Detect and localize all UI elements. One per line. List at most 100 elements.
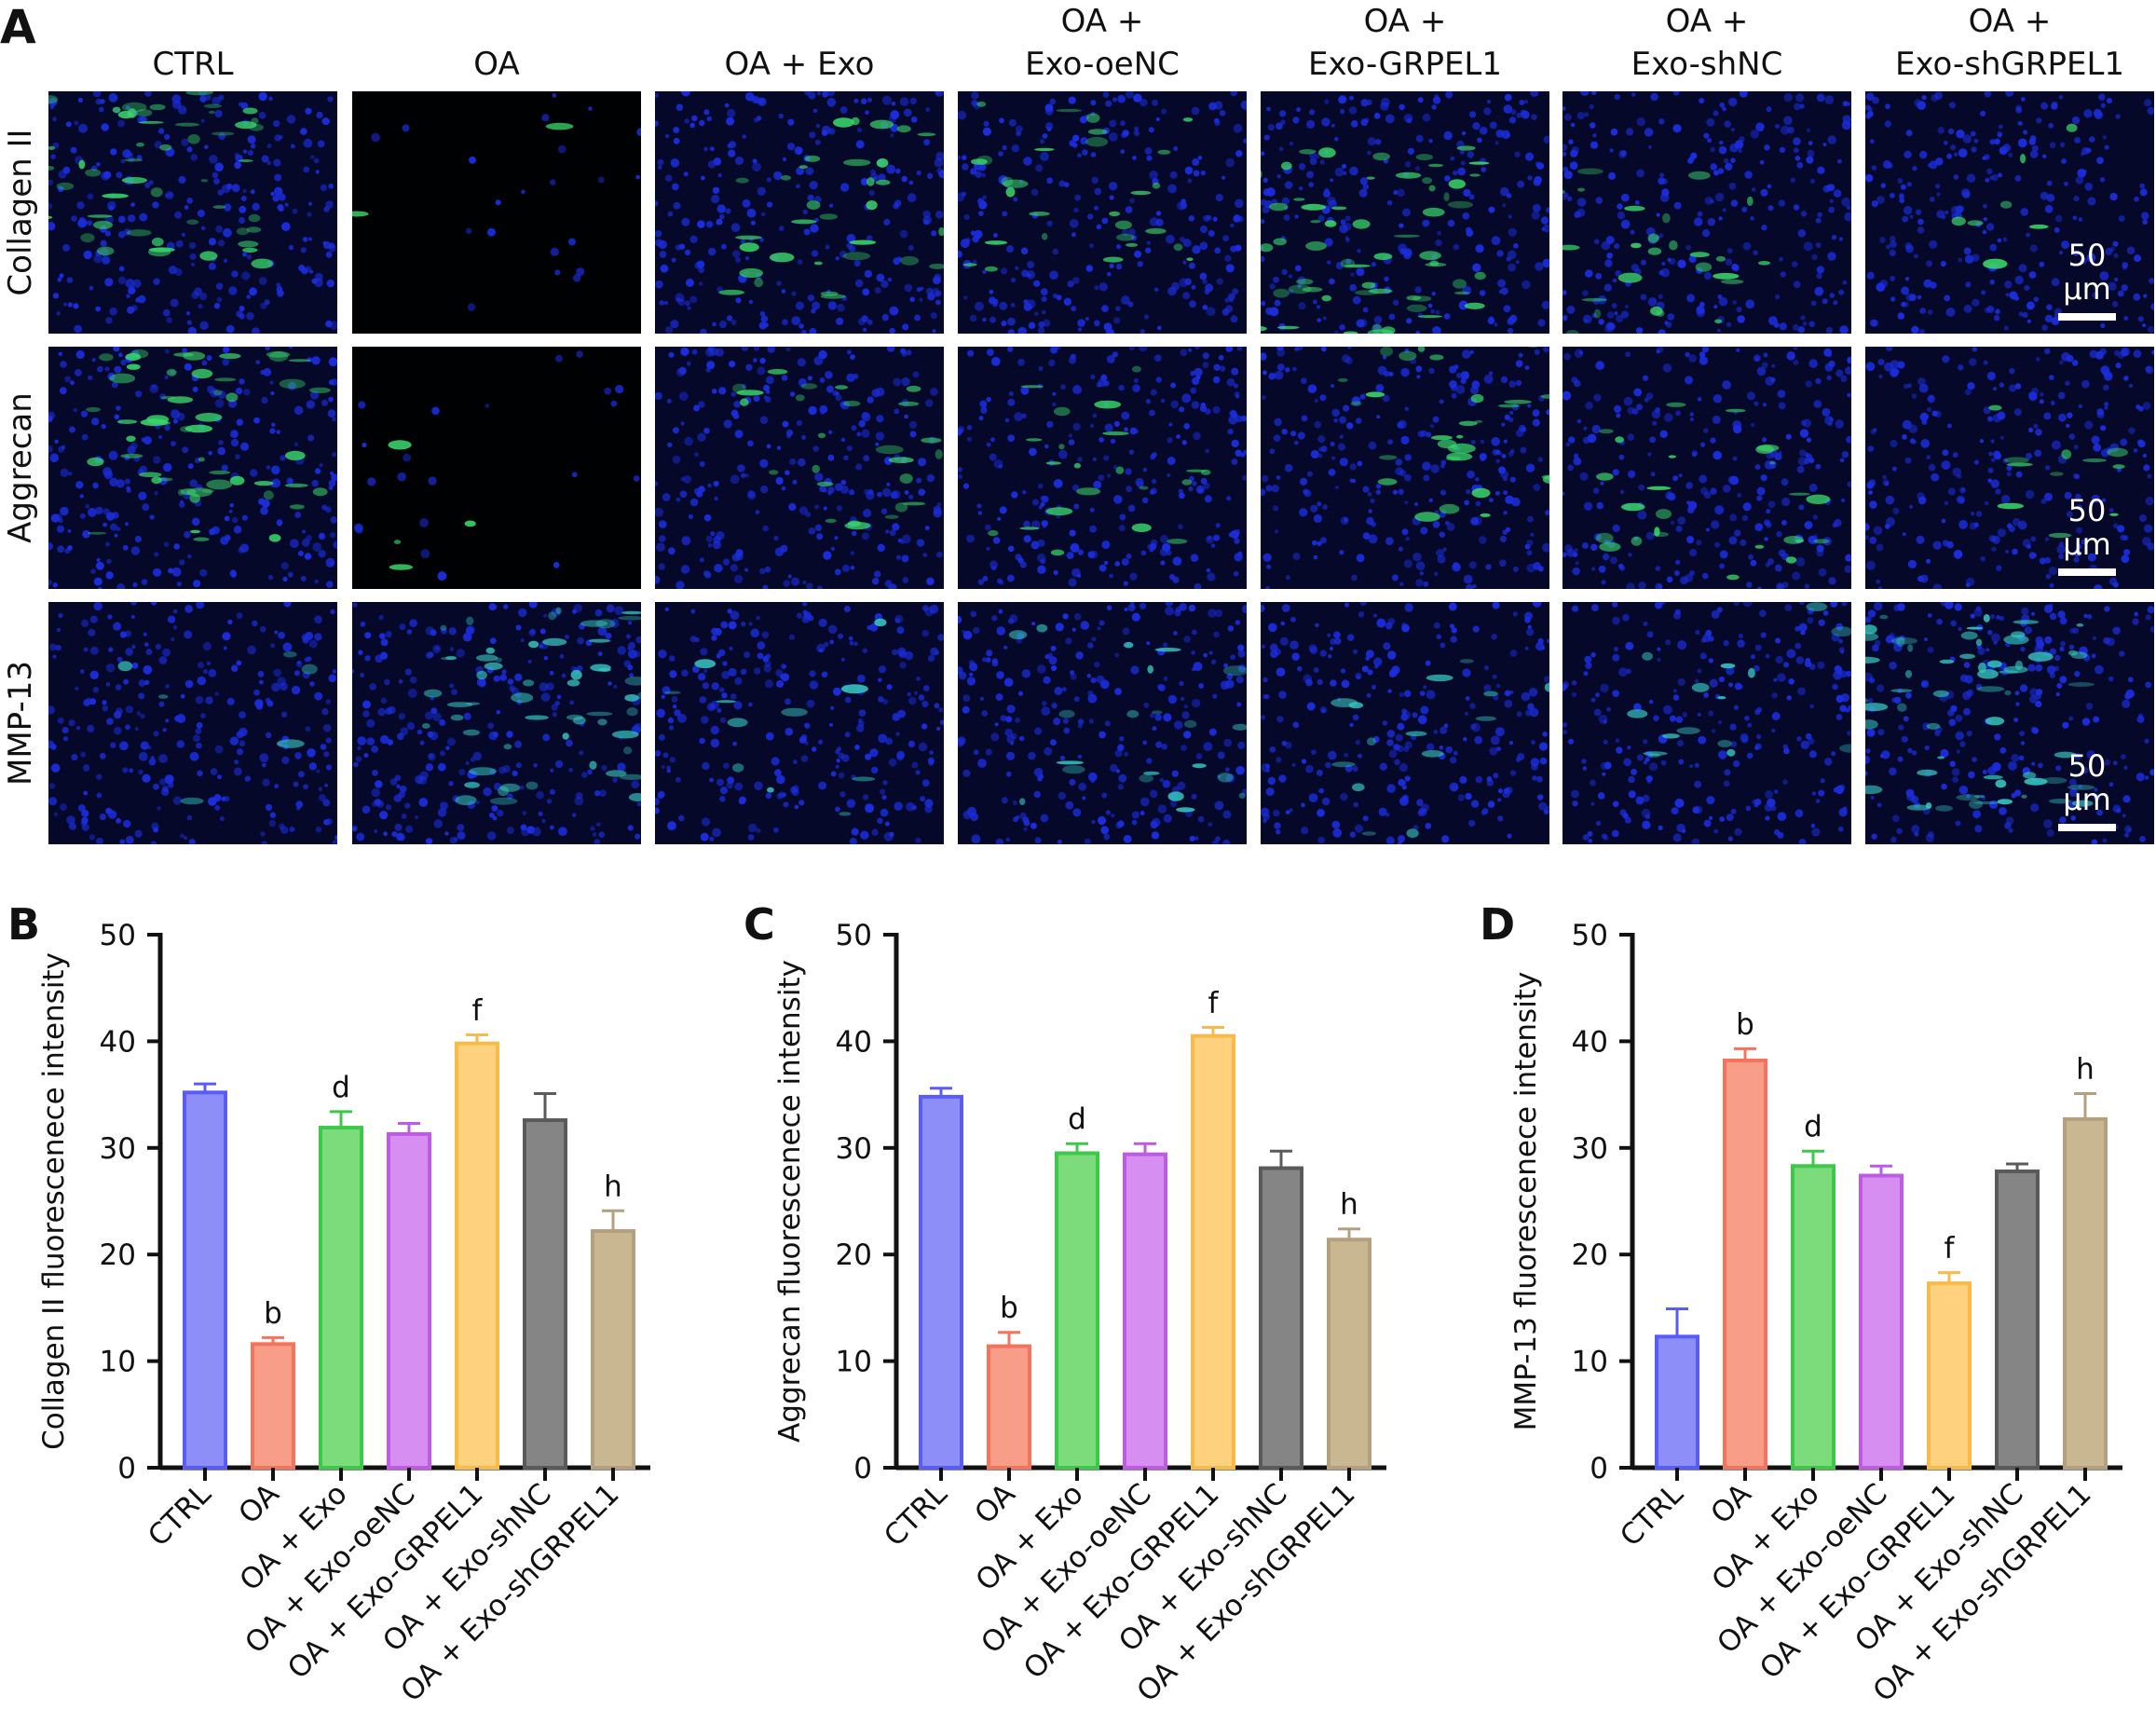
y-tick-label: 30 bbox=[836, 1132, 872, 1166]
micrograph-tile bbox=[1562, 347, 1851, 589]
y-tick-label: 0 bbox=[117, 1452, 136, 1485]
column-header-line1: OA + bbox=[1968, 3, 2052, 40]
y-tick-label: 50 bbox=[100, 919, 136, 952]
bar bbox=[523, 1118, 567, 1470]
micrograph-image bbox=[1562, 602, 1851, 844]
bar bbox=[455, 1041, 499, 1471]
micrograph-tile bbox=[1562, 602, 1851, 844]
column-header-1: CTRL bbox=[44, 0, 342, 86]
micrograph-image bbox=[352, 93, 641, 311]
micrograph-image bbox=[1261, 91, 1549, 334]
scale-bar-label: 50 μm bbox=[2063, 493, 2111, 562]
significance-label: b bbox=[1000, 1292, 1018, 1325]
x-tick-label: CTRL bbox=[1614, 1477, 1690, 1553]
micrograph-image bbox=[1865, 602, 2154, 844]
micrograph-tile bbox=[352, 347, 641, 589]
bar bbox=[1191, 1033, 1235, 1470]
scale-bar-line bbox=[2058, 568, 2116, 576]
bar bbox=[1123, 1152, 1167, 1470]
column-header-line1: OA + bbox=[1363, 3, 1447, 40]
micrograph-image bbox=[1261, 602, 1549, 844]
micrograph-tile: 50 μm bbox=[1865, 347, 2154, 589]
column-header-line1 bbox=[348, 0, 646, 43]
column-header-7: OA + Exo-shGRPEL1 bbox=[1861, 0, 2156, 86]
micrograph-image bbox=[48, 347, 337, 589]
micrograph-tile bbox=[1261, 347, 1549, 589]
bar bbox=[1655, 1334, 1699, 1470]
chart-panel-b: B 0 10 20 30 40 50 Collagen II fluorescenece in… bbox=[0, 895, 708, 1724]
y-tick-label: 20 bbox=[836, 1238, 872, 1272]
bar bbox=[1791, 1164, 1835, 1470]
scale-bar-label: 50 μm bbox=[2063, 238, 2111, 307]
significance-label: f bbox=[472, 994, 484, 1028]
scale-bar-line bbox=[2058, 824, 2116, 831]
bar bbox=[1055, 1151, 1099, 1470]
significance-label: h bbox=[604, 1170, 622, 1203]
column-header-6: OA + Exo-shNC bbox=[1558, 0, 1856, 86]
bar bbox=[1327, 1238, 1371, 1470]
micrograph-tile: 50 μm bbox=[1865, 602, 2154, 844]
x-tick-label: CTRL bbox=[142, 1477, 218, 1553]
column-header-line1 bbox=[650, 0, 948, 43]
micrograph-tile bbox=[48, 347, 337, 589]
micrograph-tile bbox=[958, 347, 1247, 589]
significance-label: f bbox=[1944, 1232, 1956, 1266]
bar bbox=[183, 1090, 227, 1470]
micrograph-tile bbox=[655, 91, 944, 334]
y-tick-label: 40 bbox=[836, 1025, 872, 1059]
micrograph-tile bbox=[655, 347, 944, 589]
significance-label: d bbox=[1068, 1102, 1086, 1136]
bar bbox=[591, 1229, 635, 1471]
column-header-5: OA + Exo-GRPEL1 bbox=[1256, 0, 1554, 86]
micrograph-tile bbox=[352, 91, 641, 334]
micrograph-image bbox=[48, 602, 337, 844]
column-header-3: OA + Exo bbox=[650, 0, 948, 86]
y-tick-label: 10 bbox=[100, 1346, 136, 1379]
micrograph-tile bbox=[48, 602, 337, 844]
y-axis-label: MMP-13 fluorescenece intensity bbox=[1509, 972, 1543, 1431]
bar bbox=[1259, 1166, 1303, 1470]
micrograph-tile bbox=[48, 91, 337, 334]
y-tick-label: 30 bbox=[100, 1132, 136, 1166]
x-tick-label: OA bbox=[968, 1477, 1021, 1530]
panel-letter: D bbox=[1480, 899, 1515, 950]
y-tick-label: 50 bbox=[1572, 919, 1608, 952]
micrograph-image bbox=[958, 347, 1247, 589]
scale-bar-label: 50 μm bbox=[2063, 748, 2111, 817]
micrograph-image bbox=[1865, 347, 2154, 589]
column-header-line2: OA bbox=[473, 46, 520, 83]
y-tick-label: 0 bbox=[1590, 1452, 1608, 1485]
scale-bar: 50 μm bbox=[2040, 494, 2134, 576]
bar bbox=[251, 1342, 295, 1470]
micrograph-tile bbox=[352, 602, 641, 844]
significance-label: h bbox=[2076, 1052, 2095, 1086]
y-tick-label: 40 bbox=[100, 1025, 136, 1059]
micrograph-image bbox=[655, 91, 944, 334]
micrograph-image bbox=[1562, 347, 1851, 589]
significance-label: d bbox=[1804, 1110, 1822, 1143]
significance-label: h bbox=[1340, 1188, 1358, 1222]
row-label-3: MMP-13 bbox=[2, 661, 39, 786]
chart-svg: B 0 10 20 30 40 50 Collagen II fluorescenece in… bbox=[7, 899, 650, 1708]
column-header-line1: OA + bbox=[1060, 3, 1144, 40]
bar bbox=[1859, 1173, 1904, 1470]
bar bbox=[319, 1126, 363, 1470]
y-tick-label: 20 bbox=[1572, 1238, 1608, 1272]
y-tick-label: 50 bbox=[836, 919, 872, 952]
y-tick-label: 20 bbox=[100, 1238, 136, 1272]
significance-label: d bbox=[332, 1071, 350, 1104]
column-header-line2: Exo-shNC bbox=[1631, 46, 1783, 83]
column-header-2: OA bbox=[348, 0, 646, 86]
panel-letter: B bbox=[7, 899, 40, 950]
y-tick-label: 0 bbox=[853, 1452, 872, 1485]
micrograph-image bbox=[1865, 91, 2154, 334]
micrograph-image bbox=[655, 602, 944, 844]
column-header-4: OA + Exo-oeNC bbox=[953, 0, 1251, 86]
bar bbox=[919, 1094, 963, 1470]
y-tick-label: 40 bbox=[1572, 1025, 1608, 1059]
micrograph-image bbox=[352, 602, 641, 844]
x-tick-label: OA bbox=[232, 1477, 285, 1530]
y-tick-label: 10 bbox=[1572, 1346, 1608, 1379]
scale-bar: 50 μm bbox=[2040, 749, 2134, 831]
bar bbox=[987, 1344, 1031, 1471]
